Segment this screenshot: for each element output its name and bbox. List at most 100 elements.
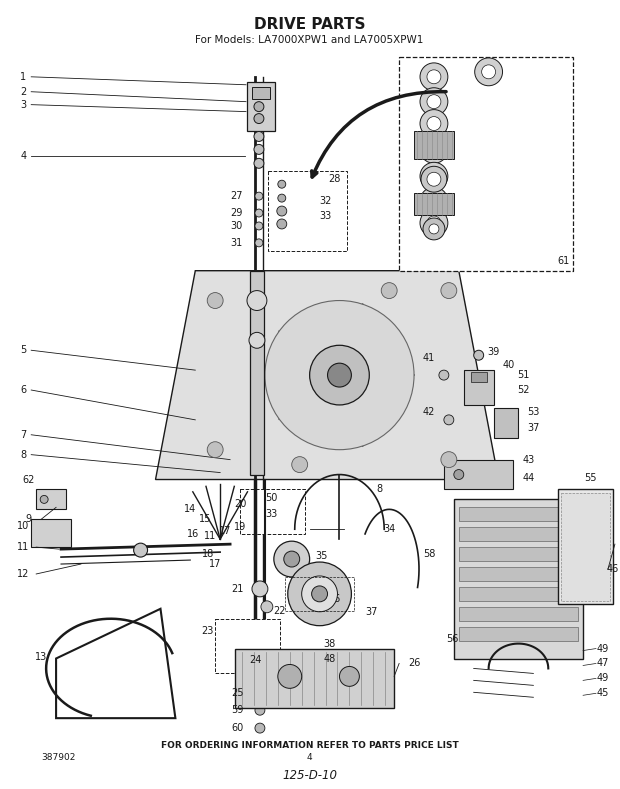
Circle shape — [441, 282, 457, 298]
Circle shape — [420, 187, 448, 215]
Text: 41: 41 — [423, 353, 435, 363]
Text: 30: 30 — [230, 221, 242, 231]
Bar — [459, 587, 578, 601]
Bar — [250, 271, 264, 474]
Circle shape — [420, 136, 448, 163]
Text: FOR ORDERING INFORMATION REFER TO PARTS PRICE LIST: FOR ORDERING INFORMATION REFER TO PARTS … — [161, 741, 459, 750]
Bar — [444, 460, 513, 489]
Circle shape — [482, 65, 495, 79]
Text: 28: 28 — [329, 174, 340, 184]
Text: 24: 24 — [249, 656, 261, 665]
Text: 59: 59 — [231, 705, 243, 715]
Text: 2: 2 — [20, 87, 27, 97]
Bar — [454, 499, 583, 659]
Text: 6: 6 — [20, 385, 26, 395]
Text: 31: 31 — [230, 237, 242, 248]
Bar — [36, 489, 66, 510]
Text: 50: 50 — [265, 493, 278, 503]
Circle shape — [327, 363, 352, 387]
Circle shape — [261, 601, 273, 613]
Circle shape — [249, 332, 265, 348]
Bar — [459, 607, 578, 621]
Text: 23: 23 — [201, 626, 213, 636]
Text: 11: 11 — [17, 542, 29, 552]
Circle shape — [421, 166, 447, 193]
Circle shape — [278, 664, 302, 688]
Circle shape — [255, 705, 265, 715]
Text: 38: 38 — [324, 638, 335, 649]
Text: 3: 3 — [20, 99, 26, 110]
Circle shape — [207, 442, 223, 458]
Circle shape — [475, 58, 503, 86]
Circle shape — [439, 370, 449, 380]
Bar — [235, 649, 394, 709]
Circle shape — [427, 70, 441, 84]
Circle shape — [288, 562, 352, 626]
Circle shape — [302, 576, 337, 611]
Text: 1: 1 — [20, 72, 26, 82]
Text: 58: 58 — [423, 549, 435, 559]
Circle shape — [312, 586, 327, 602]
Text: 61: 61 — [557, 256, 569, 266]
Circle shape — [427, 216, 441, 230]
Circle shape — [427, 172, 441, 186]
Text: 32: 32 — [319, 196, 332, 206]
Circle shape — [254, 144, 264, 155]
Circle shape — [444, 415, 454, 424]
Bar — [561, 493, 610, 601]
Circle shape — [420, 163, 448, 190]
Bar — [459, 507, 578, 522]
Text: 53: 53 — [527, 407, 539, 417]
Circle shape — [427, 194, 441, 208]
Text: 56: 56 — [446, 634, 459, 644]
Text: 25: 25 — [231, 688, 243, 698]
Bar — [494, 408, 518, 438]
Circle shape — [247, 290, 267, 311]
Circle shape — [423, 218, 445, 240]
Circle shape — [255, 724, 265, 733]
Bar — [459, 547, 578, 561]
Text: 60: 60 — [231, 723, 243, 733]
Circle shape — [454, 469, 464, 480]
Circle shape — [474, 350, 484, 361]
Text: 7: 7 — [20, 430, 27, 439]
Bar — [247, 82, 275, 132]
Text: 46: 46 — [607, 564, 619, 574]
Bar — [414, 193, 454, 215]
Bar — [399, 57, 573, 271]
Text: 18: 18 — [202, 549, 215, 559]
Circle shape — [207, 293, 223, 308]
Text: 47: 47 — [597, 659, 609, 668]
Circle shape — [309, 346, 370, 405]
Circle shape — [420, 110, 448, 137]
Bar — [252, 87, 270, 99]
Circle shape — [254, 132, 264, 141]
Text: 55: 55 — [584, 473, 596, 483]
Circle shape — [254, 102, 264, 111]
Circle shape — [441, 451, 457, 468]
Circle shape — [284, 551, 299, 567]
Bar — [240, 489, 304, 534]
Text: 8: 8 — [376, 484, 383, 495]
Text: 33: 33 — [319, 211, 332, 221]
Circle shape — [427, 170, 441, 183]
Text: 19: 19 — [234, 522, 246, 533]
Text: 51: 51 — [517, 370, 529, 380]
Text: 12: 12 — [17, 569, 30, 579]
Circle shape — [340, 667, 360, 686]
Bar — [464, 370, 494, 405]
Text: 37: 37 — [527, 423, 539, 433]
Text: 44: 44 — [522, 473, 534, 483]
Text: DRIVE PARTS: DRIVE PARTS — [254, 17, 365, 32]
Text: 35: 35 — [316, 551, 328, 561]
Text: 20: 20 — [234, 499, 246, 510]
Polygon shape — [156, 271, 498, 480]
Bar — [414, 132, 454, 159]
Bar — [459, 567, 578, 581]
Text: 45: 45 — [597, 688, 609, 698]
Circle shape — [254, 159, 264, 168]
Bar — [31, 519, 71, 547]
Text: 21: 21 — [231, 584, 243, 594]
Bar — [459, 626, 578, 641]
Text: 4: 4 — [20, 151, 26, 162]
